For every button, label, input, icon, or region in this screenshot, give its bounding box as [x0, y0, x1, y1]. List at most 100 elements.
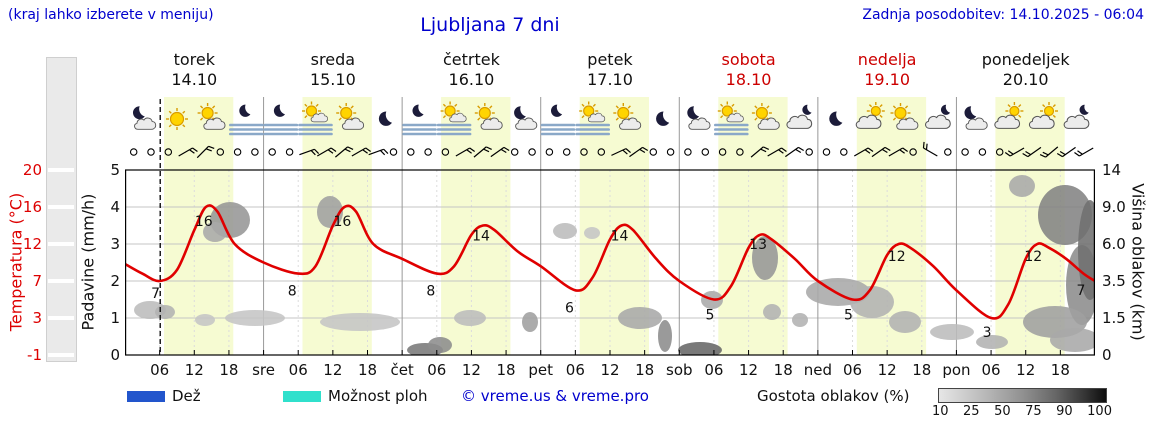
cloud-blob: [454, 310, 486, 326]
weather-icon-moon: [378, 111, 392, 126]
cloud-density-legend-label: Gostota oblakov (%): [757, 387, 910, 405]
cloud-icon: [965, 117, 988, 130]
cloud-blob: [522, 312, 538, 332]
day-header-sobota: sobota 18.10: [684, 50, 814, 90]
moon-icon: [802, 104, 812, 115]
time-axis-label: 06: [981, 361, 1001, 379]
day-date: 19.10: [864, 70, 911, 89]
cloud-blob: [428, 337, 452, 353]
time-axis-label: 18: [496, 361, 516, 379]
wind-calm-icon: [909, 148, 917, 156]
weather-icon-sun: [166, 108, 188, 130]
wind-calm-icon: [510, 148, 519, 156]
wind-barb-icon: [196, 145, 215, 159]
sun-icon: [579, 101, 599, 121]
cloud-height-tick-label: 1.5: [1102, 309, 1126, 327]
time-axis-label: 12: [739, 361, 759, 379]
weather-icon-moon-cloud: [132, 106, 157, 130]
wind-barb-icon: [871, 146, 891, 158]
moon-icon: [829, 111, 843, 126]
moon-icon: [964, 106, 977, 120]
cloud-blob: [889, 311, 921, 333]
gutter-notch: [48, 316, 74, 320]
temperature-tick-label: 16: [22, 198, 42, 216]
weather-icon-moon-cloud: [687, 106, 711, 130]
wind-calm-icon: [441, 148, 450, 156]
cloud-height-tick-label: 3.5: [1102, 272, 1126, 290]
cloud-icon: [134, 117, 157, 130]
weather-icon-sun-cloud: [613, 103, 642, 130]
precipitation-tick-label: 0: [110, 346, 120, 364]
wind-calm-icon: [597, 148, 606, 156]
wind-barb-icon: [853, 147, 874, 157]
weather-icon-cloud-moon: [1063, 104, 1090, 129]
wind-calm-icon: [216, 148, 225, 156]
showers-legend-swatch: [283, 391, 321, 402]
cloud-icon: [1063, 114, 1090, 129]
weather-icon-moon-cloud: [514, 106, 538, 130]
cloud-blob: [553, 223, 577, 239]
time-axis-label: 18: [357, 361, 378, 379]
gutter-notch: [48, 279, 74, 283]
moon-icon: [656, 111, 670, 126]
wind-calm-icon: [233, 148, 242, 156]
day-header-torek: torek 14.10: [129, 50, 259, 90]
temperature-tick-label: 3: [32, 309, 42, 327]
moon-icon: [1079, 104, 1089, 115]
sun-icon: [751, 103, 772, 123]
weather-icon-moon-cloud: [964, 106, 988, 130]
wind-calm-icon: [562, 148, 571, 156]
time-axis-label: pet: [528, 361, 554, 379]
wind-calm-icon: [978, 148, 987, 156]
moon-icon: [273, 104, 286, 117]
cloud-blob: [584, 227, 600, 239]
wind-barb-icon: [490, 146, 510, 158]
temperature-tick-label: 7: [32, 272, 42, 290]
temperature-value-label: 16: [195, 214, 213, 230]
daylight-band: [302, 97, 372, 355]
day-date: 16.10: [448, 70, 495, 89]
wind-barb-icon: [1004, 147, 1025, 157]
time-axis-label: 12: [600, 361, 620, 379]
wind-barb-icon: [629, 146, 649, 158]
cloud-icon: [994, 114, 1020, 129]
day-name: četrtek: [442, 50, 500, 69]
gutter-notch: [48, 353, 74, 357]
wind-barb-icon: [473, 146, 492, 158]
time-axis-label: 12: [184, 361, 204, 379]
wind-calm-icon: [840, 148, 848, 156]
temperature-value-label: 3: [983, 325, 992, 341]
day-date: 14.10: [171, 70, 218, 89]
day-name: sreda: [310, 50, 356, 69]
day-date: 17.10: [587, 70, 633, 89]
wind-calm-icon: [164, 148, 173, 156]
sun-icon: [613, 103, 634, 123]
copyright-link[interactable]: © vreme.us & vreme.pro: [461, 387, 649, 405]
weather-icon-fog-sun: [298, 101, 333, 136]
cloud-icon: [480, 117, 503, 130]
wind-calm-icon: [407, 148, 415, 156]
density-tick-label: 100: [1087, 404, 1112, 419]
cloud-icon: [855, 114, 882, 129]
cloud-height-tick-label: 9.0: [1102, 198, 1126, 216]
wind-calm-icon: [251, 148, 259, 156]
sun-icon: [440, 101, 460, 121]
day-name: petek: [587, 50, 633, 69]
cloud-icon: [310, 112, 328, 123]
cloud-icon: [925, 114, 951, 129]
wind-calm-icon: [389, 148, 398, 156]
cloud-blob: [203, 222, 227, 242]
cloud-blob: [792, 313, 808, 327]
time-axis-label: 06: [842, 361, 863, 379]
time-axis-label: 06: [704, 361, 724, 379]
day-header-petek: petek 17.10: [545, 50, 675, 90]
wind-calm-icon: [268, 148, 276, 156]
wind-calm-icon: [649, 148, 658, 156]
wind-calm-icon: [736, 148, 744, 156]
temperature-curve: [125, 204, 1095, 320]
time-axis-label: sob: [666, 361, 693, 379]
weather-icon-sun-cloud: [890, 103, 919, 130]
cloud-blob: [1038, 185, 1092, 245]
time-axis-label: 18: [773, 361, 793, 379]
